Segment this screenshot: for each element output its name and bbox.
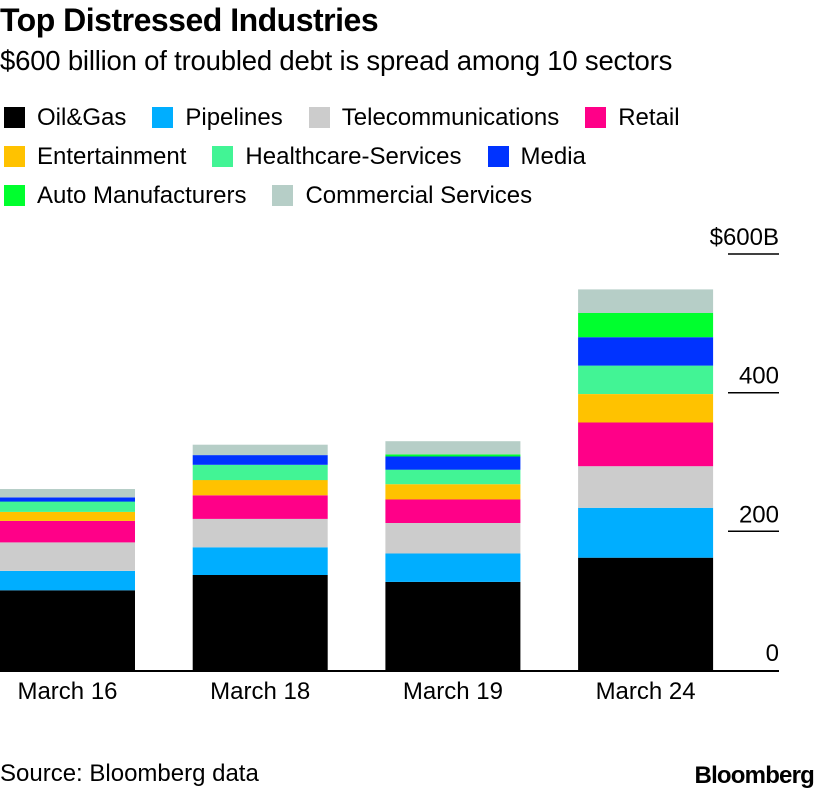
bar-stack (578, 289, 714, 670)
x-tick-label: March 16 (17, 678, 117, 705)
y-axis: 0 200 400 $600B (710, 224, 779, 667)
y-tick-label: 0 (766, 640, 779, 667)
bar-segment (192, 444, 328, 456)
legend-label: Oil&Gas (37, 103, 127, 131)
legend-swatch (4, 107, 25, 128)
bar-segment (578, 337, 714, 366)
y-tick-label: 400 (739, 363, 779, 390)
bar-segment (192, 547, 328, 575)
bar-segment (385, 523, 521, 554)
y-tick-label: 200 (739, 501, 779, 528)
bar-segment (0, 542, 135, 571)
x-tick-label: March 19 (403, 678, 503, 705)
bar-segment (192, 518, 328, 548)
legend-swatch (272, 185, 294, 206)
bar-segment (578, 557, 714, 670)
bar-segment (578, 289, 714, 313)
bar-segment (192, 495, 328, 519)
bar-segment (385, 469, 521, 485)
chart-title: Top Distressed Industries (0, 2, 379, 38)
bar-segment (385, 456, 521, 470)
legend-label: Retail (618, 103, 680, 131)
legend-label: Commercial Services (305, 181, 533, 209)
legend: Oil&Gas Pipelines Telecommunications Retail… (4, 98, 814, 215)
bar-segment (0, 497, 135, 502)
legend-item: Telecommunications (308, 103, 560, 132)
legend-item: Oil&Gas (4, 104, 126, 132)
bar-segment (578, 394, 714, 423)
legend-swatch (4, 146, 25, 167)
legend-item: Commercial Services (272, 182, 532, 210)
legend-label: Entertainment (37, 142, 187, 170)
legend-item: Auto Manufacturers (4, 182, 246, 210)
bar-segment (192, 455, 328, 465)
bar-segment (0, 489, 135, 498)
bar-segment (385, 484, 521, 500)
chart-subtitle: $600 billion of troubled debt is spread … (0, 45, 673, 76)
legend-label: Telecommunications (341, 103, 560, 131)
y-tick-label: $600B (710, 224, 779, 251)
bar-segment (0, 520, 135, 543)
bar-stack (192, 444, 328, 670)
source-note: Source: Bloomberg data (0, 760, 259, 787)
legend-row: Entertainment Healthcare-Services Media (4, 137, 814, 176)
bar-segment (385, 499, 521, 523)
legend-item: Media (487, 142, 586, 171)
bloomberg-logo: Bloomberg (694, 762, 814, 789)
bar-segment (385, 454, 521, 457)
legend-swatch (152, 107, 174, 128)
legend-item: Pipelines (152, 103, 283, 132)
bar-segment (578, 365, 714, 394)
bar-segment (192, 575, 328, 670)
legend-label: Healthcare-Services (245, 142, 462, 170)
legend-label: Media (520, 142, 586, 170)
legend-swatch (212, 146, 234, 167)
bar-segment (578, 312, 714, 338)
bar-segment (0, 590, 135, 670)
bar-stack (385, 441, 521, 670)
x-tick-label: March 18 (210, 678, 310, 705)
legend-item: Healthcare-Services (212, 142, 462, 171)
bar-segment (0, 501, 135, 512)
legend-row: Oil&Gas Pipelines Telecommunications Retail (4, 98, 814, 137)
bar-segment (385, 441, 521, 455)
legend-label: Pipelines (185, 103, 283, 131)
legend-row: Auto Manufacturers Commercial Services (4, 176, 814, 215)
bar-segment (192, 464, 328, 481)
bar-stack (0, 489, 135, 670)
bar-segment (578, 466, 714, 508)
legend-label: Auto Manufacturers (37, 181, 247, 209)
bar-segment (578, 422, 714, 467)
legend-swatch (4, 185, 25, 206)
bar-segment (385, 581, 521, 670)
legend-swatch (585, 107, 607, 128)
legend-item: Retail (585, 103, 680, 132)
legend-item: Entertainment (4, 143, 186, 171)
bar-segment (0, 570, 135, 591)
bars-group (0, 289, 714, 670)
legend-swatch (308, 107, 330, 128)
x-tick-label: March 24 (596, 678, 696, 705)
bar-segment (578, 507, 714, 558)
x-axis: March 16 March 18 March 19 March 24 (0, 670, 779, 705)
bar-segment (0, 511, 135, 521)
bar-segment (385, 553, 521, 582)
bar-segment (192, 480, 328, 496)
legend-swatch (487, 146, 509, 167)
